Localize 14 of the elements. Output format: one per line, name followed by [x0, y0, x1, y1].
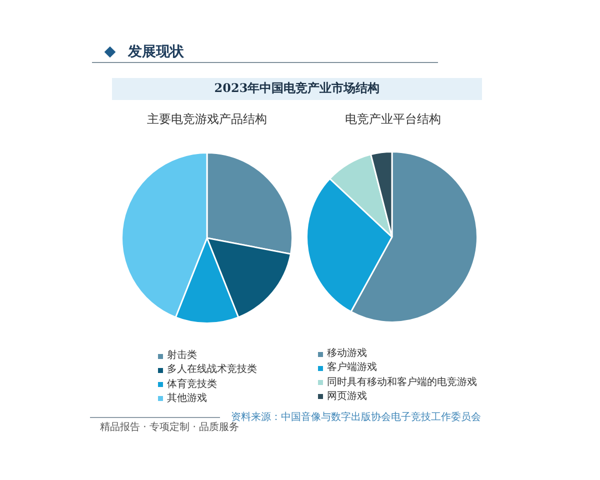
- legend-label: 同时具有移动和客户端的电竞游戏: [327, 376, 477, 390]
- chart-title: 2023年中国电竞产业市场结构: [214, 81, 380, 95]
- legend-label: 多人在线战术竞技类: [167, 363, 257, 378]
- text: 发展现状: [128, 44, 184, 61]
- chart-subtitle: 电竞产业平台结构: [345, 112, 441, 126]
- chart-subtitle: 主要电竞游戏产品结构: [147, 112, 267, 126]
- text: 资料来源：中国音像与数字出版协会电子竞技工作委员会: [231, 412, 481, 423]
- text: 精品报告 · 专项定制 · 品质服务: [100, 422, 240, 434]
- legend-label: 射击类: [167, 349, 197, 363]
- legend-label: 移动游戏: [327, 347, 367, 361]
- legend-label: 网页游戏: [327, 390, 367, 404]
- legend-label: 其他游戏: [167, 392, 207, 406]
- legend-label: 客户端游戏: [327, 361, 377, 376]
- legend-label: 体育竞技类: [167, 378, 217, 392]
